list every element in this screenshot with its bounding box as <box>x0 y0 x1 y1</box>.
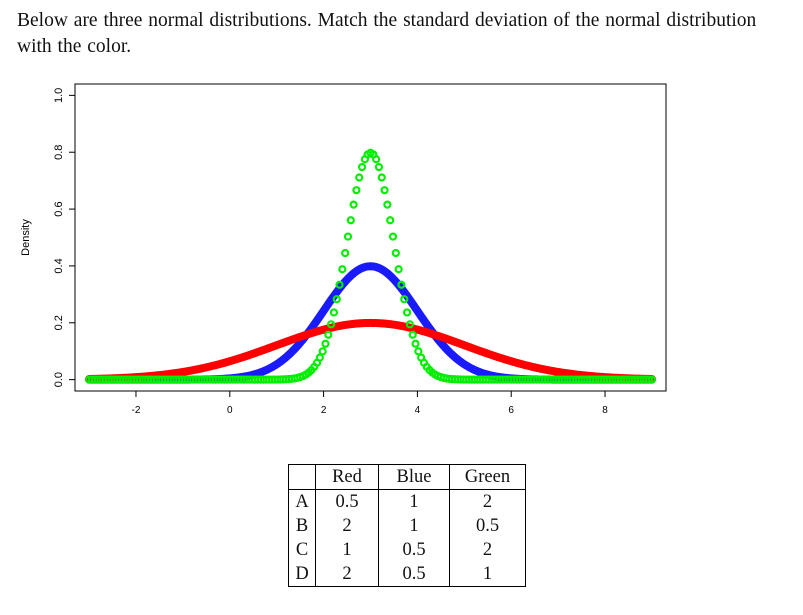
option-blue-sd: 1 <box>378 514 450 538</box>
y-tick-label: 0.0 <box>53 372 65 387</box>
table-header-green: Green <box>449 464 526 490</box>
series-green-point <box>647 375 657 384</box>
option-letter: D <box>288 562 316 587</box>
series-green-point <box>405 320 414 329</box>
series-green-point <box>343 232 353 241</box>
series-green-point <box>318 347 327 356</box>
x-tick-label: 8 <box>602 405 608 416</box>
series-green-point <box>324 330 333 339</box>
series-green-point <box>400 295 409 304</box>
series-green-point <box>380 186 389 195</box>
option-red-sd: 0.5 <box>315 489 379 514</box>
series-green-point <box>402 308 412 317</box>
series-green-point <box>338 265 347 274</box>
x-tick-label: 2 <box>321 405 327 416</box>
question-text: Below are three normal distributions. Ma… <box>17 10 757 57</box>
option-blue-sd: 1 <box>378 489 450 514</box>
option-red-sd: 2 <box>315 562 379 587</box>
answer-choices-table: Red Blue Green A 0.5 1 2 B 2 1 0.5 C 1 0… <box>288 464 526 587</box>
series-green-point <box>352 186 361 195</box>
series-green-point <box>346 216 355 225</box>
y-axis-label: Density <box>20 219 32 256</box>
table-header-row: Red Blue Green <box>288 464 526 490</box>
option-green-sd: 2 <box>482 540 493 560</box>
option-red-sd: 2 <box>315 514 379 538</box>
y-tick-label: 0.4 <box>53 258 65 273</box>
y-tick-label: 0.8 <box>53 145 65 160</box>
table-row: C 1 0.5 2 <box>288 538 526 562</box>
series-green-point <box>645 375 654 384</box>
y-tick-label: 0.6 <box>53 201 65 216</box>
option-letter: C <box>288 538 316 562</box>
table-header-blue: Blue <box>378 464 450 490</box>
table-row: A 0.5 1 2 <box>288 489 526 514</box>
x-tick-label: 0 <box>227 405 233 416</box>
y-tick-label: 1.0 <box>53 88 65 103</box>
option-red-sd: 1 <box>315 538 379 562</box>
series-green-point <box>408 330 417 339</box>
table-row: B 2 1 0.5 <box>288 514 526 538</box>
option-letter: B <box>288 514 316 538</box>
plot-frame <box>74 83 667 392</box>
series-green-point <box>383 200 392 209</box>
series-green-point <box>391 248 400 258</box>
series-green-point <box>411 339 420 348</box>
series-green-point <box>397 280 406 289</box>
series-green-point <box>374 162 384 172</box>
table-header-corner <box>288 464 316 490</box>
option-green-sd: 0.5 <box>475 516 500 536</box>
series-green-point <box>329 308 339 317</box>
series-green-point <box>349 200 358 209</box>
option-blue-sd: 0.5 <box>378 562 450 587</box>
series-green-point <box>321 339 330 348</box>
plot-area: -2 0 2 4 6 8 0.0 0.2 0.4 0.6 0.8 1.0 Density <box>20 83 667 416</box>
table-header-red: Red <box>315 464 379 490</box>
density-chart: -2 0 2 4 6 8 0.0 0.2 0.4 0.6 0.8 1.0 Density <box>20 83 667 416</box>
series-green-point <box>414 347 423 356</box>
series-green-point <box>355 173 364 182</box>
x-tick-label: 6 <box>508 405 514 416</box>
series-green-point <box>394 265 403 274</box>
series-green-point <box>332 295 341 304</box>
series-green-point <box>372 155 381 164</box>
y-tick-label: 0.2 <box>53 315 65 330</box>
series-green-point <box>386 216 395 225</box>
series-green-point <box>388 232 398 241</box>
table-row: D 2 0.5 1 <box>288 562 526 587</box>
x-tick-label: 4 <box>415 405 421 416</box>
option-green-sd: 2 <box>482 492 493 512</box>
option-letter: A <box>288 489 316 514</box>
option-green-sd: 1 <box>482 564 493 584</box>
series-green-point <box>357 162 367 172</box>
x-tick-label: -2 <box>132 405 141 416</box>
series-green-point <box>327 320 336 329</box>
series-green-point <box>377 173 386 182</box>
series-red-line <box>85 318 656 383</box>
series-green-point <box>335 280 344 289</box>
series-green-point <box>315 353 324 362</box>
series-green-point <box>341 248 350 258</box>
option-blue-sd: 0.5 <box>378 538 450 562</box>
